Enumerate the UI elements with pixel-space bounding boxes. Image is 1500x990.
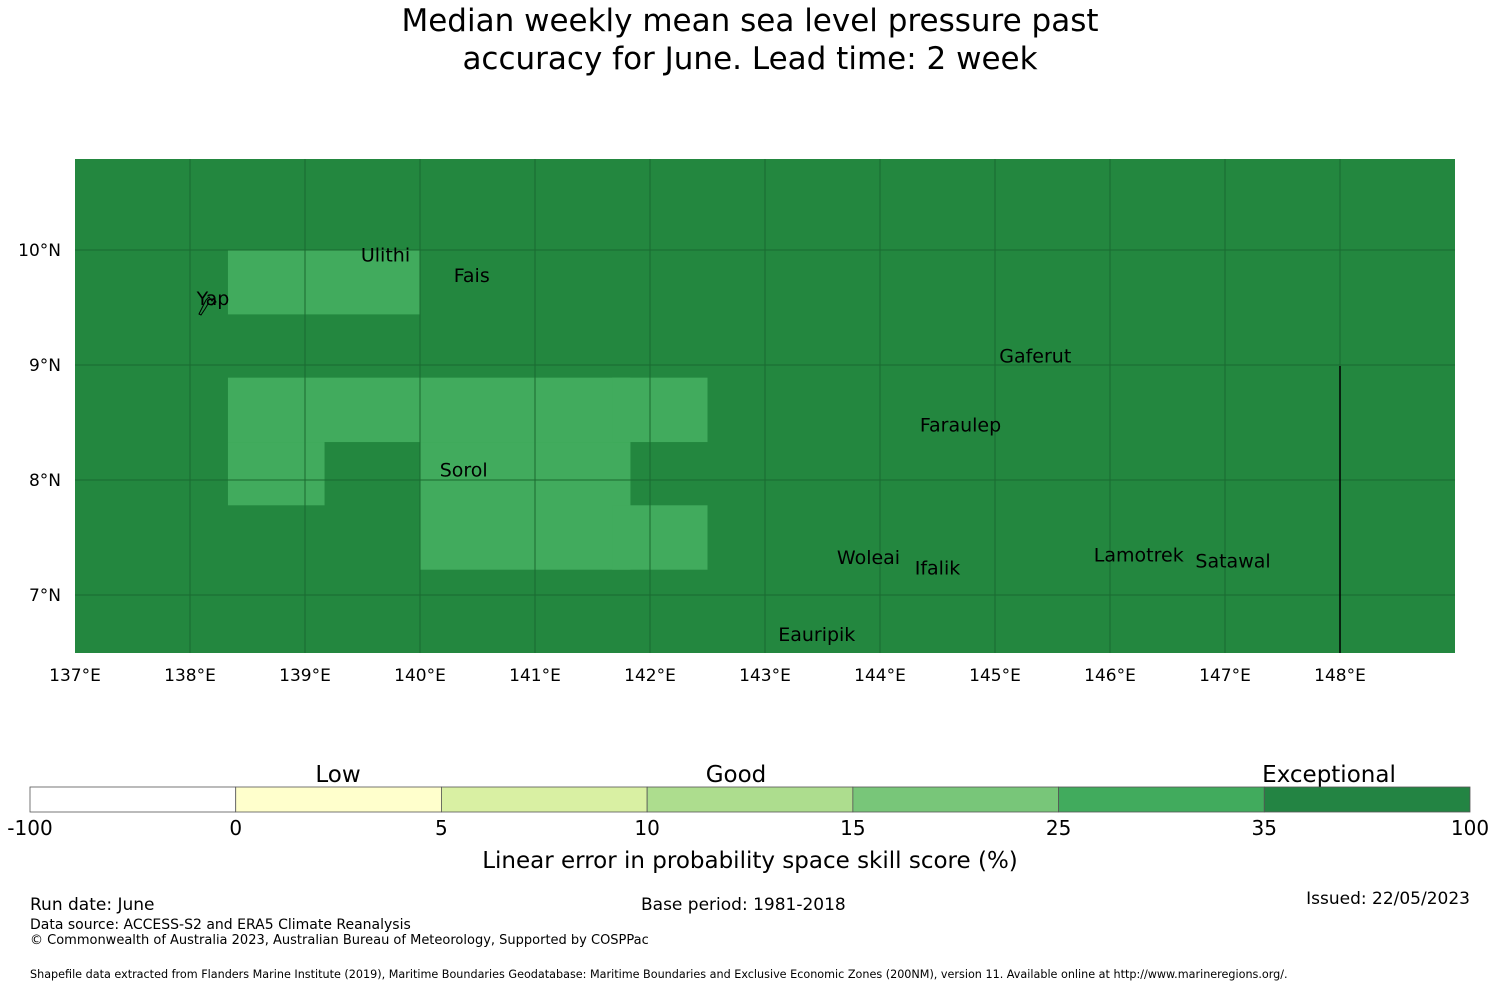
place-label: Sorol [440,460,488,482]
legend-bin [1058,786,1265,813]
x-tick-label: 140°E [394,666,446,686]
place-label: Woleai [837,547,900,569]
x-tick-label: 139°E [279,666,331,686]
legend-bin [852,786,1059,813]
place-label: Yap [196,288,230,310]
legend-category-label: Exceptional [1262,762,1396,788]
x-tick-label: 147°E [1199,666,1251,686]
place-label: Gaferut [999,346,1071,368]
legend-tick-label: 35 [1252,816,1277,840]
y-tick-label: 10°N [18,241,61,261]
skill-cell [227,442,325,506]
legend-category-label: Good [706,762,767,788]
legend-color-bins [29,786,1471,813]
x-tick-label: 142°E [624,666,676,686]
x-tick-label: 141°E [509,666,561,686]
legend-category-labels: Low Good Exceptional [315,762,1395,788]
colorbar-legend: Low Good Exceptional -100 0 5 10 15 25 35 100 Lin… [7,762,1489,874]
legend-tick-label: 10 [634,816,659,840]
legend-category-label: Low [315,762,360,788]
legend-tick-label: 100 [1451,816,1489,840]
skill-cell [227,250,420,315]
place-label: Fais [454,265,490,287]
shapefile-note: Shapefile data extracted from Flanders M… [30,968,1288,981]
x-tick-label: 144°E [854,666,906,686]
skill-cell [420,442,631,570]
skill-cell [612,505,708,570]
x-tick-label: 138°E [164,666,216,686]
legend-tick-labels: -100 0 5 10 15 25 35 100 [7,816,1489,840]
legend-bin [441,786,648,813]
legend-axis-label: Linear error in probability space skill … [482,848,1018,874]
skill-cells [227,250,708,570]
legend-tick-label: -100 [7,816,52,840]
y-axis-ticks: 10°N 9°N 8°N 7°N [18,241,61,606]
data-source: Data source: ACCESS-S2 and ERA5 Climate … [30,917,411,933]
legend-tick-label: 0 [229,816,242,840]
place-label: Lamotrek [1094,545,1184,567]
place-labels: Ulithi Fais Yap Gaferut Faraulep Sorol Woleai I… [196,245,1271,647]
x-tick-label: 137°E [49,666,101,686]
place-label: Ulithi [361,245,410,267]
title-line-2: accuracy for June. Lead time: 2 week [462,41,1038,77]
legend-bin [1263,786,1471,813]
legend-tick-label: 5 [435,816,448,840]
legend-bin [235,786,442,813]
base-period: Base period: 1981-2018 [641,895,846,915]
chart-title: Median weekly mean sea level pressure pa… [0,2,1500,78]
y-tick-label: 7°N [29,586,61,606]
x-tick-label: 145°E [969,666,1021,686]
x-tick-label: 143°E [739,666,791,686]
y-tick-label: 9°N [29,356,61,376]
place-label: Faraulep [920,415,1001,437]
skill-map: Ulithi Fais Yap Gaferut Faraulep Sorol Woleai I… [18,159,1455,686]
skill-cell [612,377,708,443]
copyright: © Commonwealth of Australia 2023, Austra… [30,933,649,948]
skill-cell [227,377,631,443]
x-axis-ticks: 137°E 138°E 139°E 140°E 141°E 142°E 143°E 144°E… [49,666,1366,686]
y-tick-label: 8°N [29,471,61,491]
legend-bin [29,786,237,813]
run-date: Run date: June [30,895,155,915]
legend-tick-label: 15 [840,816,865,840]
issued-date: Issued: 22/05/2023 [1306,889,1470,909]
legend-bin [646,786,854,813]
yap-island-outline [198,296,217,316]
legend-tick-label: 25 [1046,816,1071,840]
title-line-1: Median weekly mean sea level pressure pa… [401,3,1099,39]
place-label: Ifalik [915,557,961,579]
x-tick-label: 146°E [1084,666,1136,686]
place-label: Eauripik [778,624,855,646]
place-label: Satawal [1195,550,1270,572]
x-tick-label: 148°E [1314,666,1366,686]
